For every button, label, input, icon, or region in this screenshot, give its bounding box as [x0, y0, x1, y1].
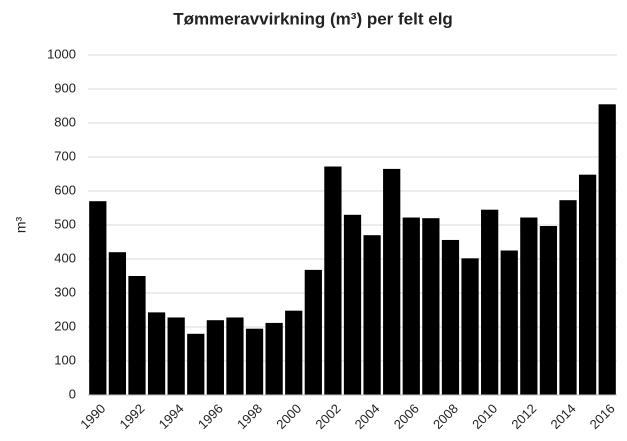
bar [265, 322, 283, 395]
x-tick-label: 2010 [469, 401, 500, 432]
bar [206, 320, 224, 395]
bar [324, 166, 342, 395]
bar [461, 258, 479, 395]
bar [226, 317, 244, 395]
bar [363, 235, 381, 395]
y-tick-label: 400 [54, 250, 76, 265]
y-axis-label: m³ [13, 217, 29, 234]
bar [520, 217, 538, 395]
y-tick-label: 100 [54, 352, 76, 367]
x-tick-label: 1994 [156, 401, 187, 432]
bar [383, 168, 401, 395]
y-tick-label: 700 [54, 148, 76, 163]
bar [481, 209, 499, 395]
y-tick-label: 200 [54, 318, 76, 333]
x-tick-label: 2014 [548, 401, 579, 432]
bar [598, 104, 616, 396]
x-tick-label: 2000 [273, 401, 304, 432]
x-tick-label: 2012 [508, 401, 539, 432]
bar [578, 174, 597, 395]
x-tick-label: 2016 [587, 401, 618, 432]
x-tick-label: 1990 [77, 401, 108, 432]
bar [89, 201, 107, 395]
x-tick-label: 2004 [352, 401, 383, 432]
x-tick-label: 1992 [116, 401, 147, 432]
x-tick-label: 1998 [234, 401, 265, 432]
x-tick-label: 2006 [391, 401, 422, 432]
x-tick-label: 1996 [195, 401, 226, 432]
x-tick-label: 2002 [312, 401, 343, 432]
bar [245, 328, 264, 395]
bar [422, 218, 440, 395]
bar [343, 214, 362, 395]
x-tick-label: 2008 [430, 401, 461, 432]
bar [304, 269, 322, 395]
y-tick-label: 900 [54, 80, 76, 95]
bar [147, 312, 166, 395]
chart-title: Tømmeravvirkning (m³) per felt elg [173, 9, 453, 28]
y-tick-label: 300 [54, 284, 76, 299]
y-tick-label: 800 [54, 114, 76, 129]
bar [187, 333, 205, 395]
bar [108, 252, 127, 395]
y-tick-label: 0 [69, 386, 76, 401]
bar [167, 317, 185, 395]
bar [539, 226, 558, 395]
bar [128, 276, 146, 395]
y-tick-label: 600 [54, 182, 76, 197]
bar [559, 200, 577, 395]
bar [402, 217, 420, 395]
y-tick-label: 1000 [47, 46, 76, 61]
bar [285, 310, 303, 395]
bar [441, 239, 460, 395]
bar [500, 250, 518, 395]
y-tick-label: 500 [54, 216, 76, 231]
